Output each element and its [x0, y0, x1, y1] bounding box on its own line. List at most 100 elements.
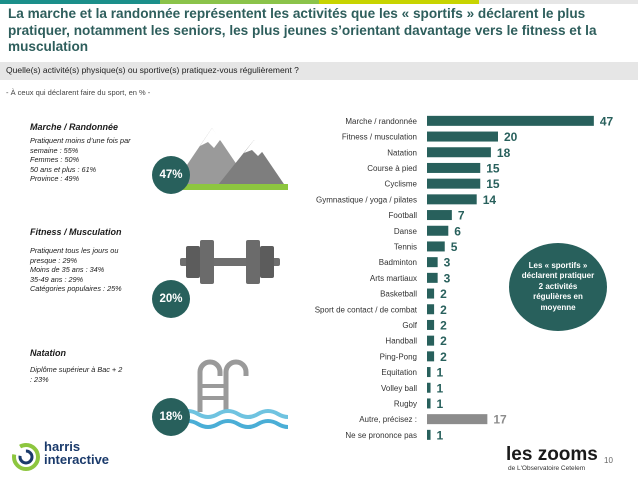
segment-line: presque : 29%: [30, 255, 78, 265]
pct-circle-natation: 18%: [152, 398, 190, 436]
segment-line: Catégories populaires : 25%: [30, 284, 122, 294]
segment-line: Femmes : 50%: [30, 155, 80, 165]
bar: [427, 241, 445, 252]
top-bar-segment: [0, 0, 160, 4]
pct-circle-fitness: 20%: [152, 280, 190, 318]
harris-logo-text: harris interactive: [44, 440, 109, 466]
value-label: 1: [437, 428, 444, 442]
bar: [427, 304, 435, 315]
category-label: Sport de contact / de combat: [315, 305, 418, 314]
value-label: 14: [483, 193, 497, 207]
value-label: 2: [440, 303, 447, 317]
question-bar: Quelle(s) activité(s) physique(s) ou spo…: [0, 62, 638, 80]
segment-line: 35-49 ans : 29%: [30, 274, 84, 284]
zooms-logo: les zooms: [506, 444, 598, 465]
bar: [427, 272, 438, 283]
value-label: 1: [437, 397, 444, 411]
bar: [427, 147, 491, 158]
category-label: Rugby: [394, 399, 417, 408]
bar: [427, 115, 594, 126]
segment-line: Province : 49%: [30, 174, 80, 184]
interactive-word: interactive: [44, 452, 110, 467]
average-activities-bubble: Les « sportifs » déclarent pratiquer 2 a…: [509, 243, 607, 331]
category-label: Course à pied: [367, 164, 417, 173]
category-label: Ne se prononce pas: [345, 431, 417, 440]
pct-circle-marche: 47%: [152, 156, 190, 194]
category-label: Volley ball: [381, 384, 417, 393]
value-label: 15: [486, 177, 500, 191]
segment-title-fitness: Fitness / Musculation: [30, 227, 122, 237]
harris-word: harris: [44, 439, 81, 454]
bar: [427, 382, 431, 393]
segment-title-natation: Natation: [30, 348, 66, 358]
zooms-subtitle: de L'Observatoire Cetelem: [508, 465, 586, 472]
category-label: Fitness / musculation: [342, 133, 417, 142]
bar: [427, 131, 498, 142]
bar: [427, 178, 481, 189]
top-color-bar: [0, 0, 638, 4]
base-note: - À ceux qui déclarent faire du sport, e…: [6, 88, 151, 97]
category-label: Golf: [402, 321, 417, 330]
bar: [427, 367, 431, 378]
segment-line: Pratiquent tous les jours ou: [30, 246, 119, 255]
value-label: 3: [444, 271, 451, 285]
value-label: 18: [497, 146, 511, 160]
segment-line: Pratiquent moins d’une fois par: [30, 136, 131, 145]
value-label: 1: [437, 366, 444, 380]
value-label: 2: [440, 318, 447, 332]
bar: [427, 225, 449, 236]
category-label: Handball: [385, 337, 417, 346]
category-label: Badminton: [379, 258, 417, 267]
value-label: 5: [451, 240, 458, 254]
category-label: Danse: [394, 227, 418, 236]
segment-line: 50 ans et plus : 61%: [30, 164, 97, 174]
value-label: 2: [440, 334, 447, 348]
bar: [427, 429, 431, 440]
bar: [427, 335, 435, 346]
segment-title-marche: Marche / Randonnée: [30, 122, 119, 132]
category-label: Tennis: [394, 242, 417, 251]
category-label: Ping-Pong: [380, 352, 417, 361]
bar: [427, 210, 452, 221]
bar: [427, 162, 481, 173]
bar: [427, 194, 477, 205]
category-label: Natation: [387, 148, 417, 157]
bar: [427, 398, 431, 409]
value-label: 2: [440, 350, 447, 364]
bar: [427, 351, 435, 362]
top-bar-segment: [159, 0, 319, 4]
category-label: Gymnastique / yoga / pilates: [316, 195, 417, 204]
category-label: Marche / randonnée: [345, 117, 417, 126]
category-label: Cyclisme: [385, 180, 418, 189]
segment-line: : 23%: [30, 374, 49, 384]
category-label: Equitation: [381, 368, 417, 377]
segment-details-marche: Pratiquent moins d’une fois par semaine …: [30, 136, 131, 184]
value-label: 2: [440, 287, 447, 301]
segment-details-fitness: Pratiquent tous les jours ou presque : 2…: [30, 246, 122, 294]
mountain-icon: [170, 128, 288, 190]
value-label: 47: [600, 114, 614, 128]
bar: [427, 319, 435, 330]
top-bar-segment: [319, 0, 479, 4]
category-label: Football: [389, 211, 418, 220]
category-label: Autre, précisez :: [359, 415, 417, 424]
pool-ladder-icon: [178, 359, 288, 429]
category-label: Basketball: [380, 290, 417, 299]
segment-line: semaine : 55%: [30, 145, 79, 155]
bar: [427, 257, 438, 268]
segment-details-natation: Diplôme supérieur à Bac + 2 : 23%: [30, 365, 122, 384]
bubble-text: Les « sportifs » déclarent pratiquer 2 a…: [521, 260, 595, 312]
value-label: 6: [454, 224, 461, 238]
value-label: 7: [458, 209, 465, 223]
bar: [427, 288, 435, 299]
bar: [427, 414, 488, 425]
value-label: 20: [504, 130, 518, 144]
value-label: 17: [493, 413, 507, 427]
value-label: 15: [486, 161, 500, 175]
question-text: Quelle(s) activité(s) physique(s) ou spo…: [6, 65, 299, 75]
value-label: 1: [437, 381, 444, 395]
top-bar-segment: [478, 0, 638, 4]
page-title: La marche et la randonnée représentent l…: [8, 6, 597, 54]
harris-logo-icon: [12, 443, 40, 471]
